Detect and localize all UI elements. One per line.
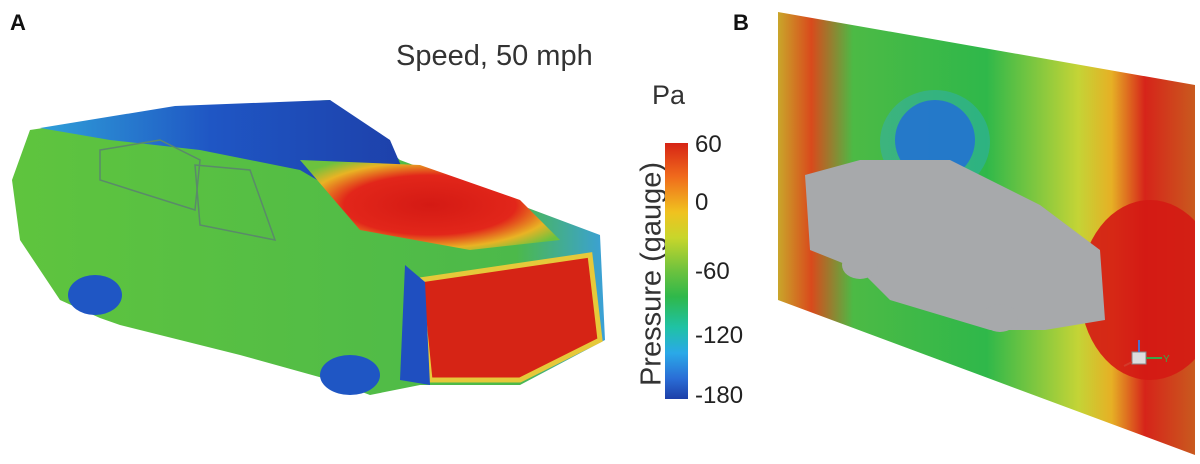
- speed-label: Speed, 50 mph: [396, 40, 593, 72]
- colorbar-tick: -120: [695, 322, 744, 349]
- colorbar-tick: -180: [695, 382, 744, 409]
- high-pressure-front-zone: [1080, 200, 1195, 380]
- panel-label-a: A: [10, 10, 26, 35]
- panel-label-b: B: [733, 10, 749, 35]
- car-hood: [300, 160, 560, 250]
- colorbar: [665, 143, 688, 399]
- colorbar-tick: -60: [695, 258, 730, 285]
- colorbar-unit: Pa: [652, 80, 686, 110]
- car-pressure-render: [12, 100, 605, 395]
- colorbar-tick: 60: [695, 131, 722, 158]
- car-front-wheel: [320, 355, 380, 395]
- car-window-outline: [99, 139, 201, 211]
- axis-triad-y-label: Y: [1163, 354, 1170, 365]
- car-rear-wheel: [68, 275, 122, 315]
- axis-triad-icon: [1123, 340, 1162, 367]
- colorbar-tick: 0: [695, 189, 709, 216]
- car-silhouette: [805, 160, 1105, 330]
